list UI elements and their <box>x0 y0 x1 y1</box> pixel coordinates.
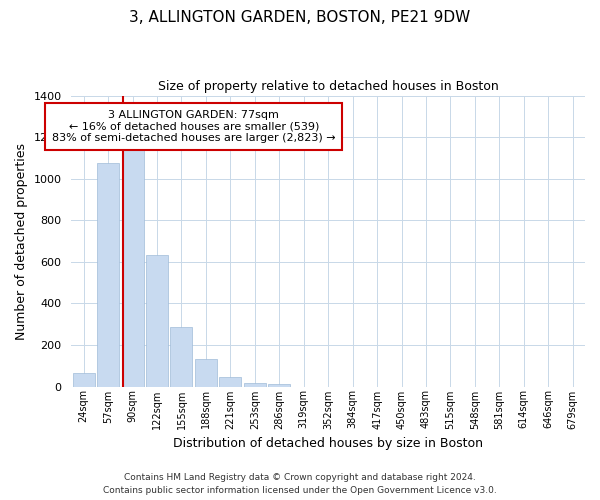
Bar <box>73 373 95 386</box>
Bar <box>195 360 217 386</box>
Bar <box>146 254 168 386</box>
Text: Contains HM Land Registry data © Crown copyright and database right 2024.
Contai: Contains HM Land Registry data © Crown c… <box>103 474 497 495</box>
Y-axis label: Number of detached properties: Number of detached properties <box>15 142 28 340</box>
Title: Size of property relative to detached houses in Boston: Size of property relative to detached ho… <box>158 80 499 93</box>
X-axis label: Distribution of detached houses by size in Boston: Distribution of detached houses by size … <box>173 437 483 450</box>
Bar <box>268 384 290 386</box>
Bar <box>220 376 241 386</box>
Bar <box>97 163 119 386</box>
Bar <box>244 383 266 386</box>
Bar <box>122 146 143 386</box>
Text: 3, ALLINGTON GARDEN, BOSTON, PE21 9DW: 3, ALLINGTON GARDEN, BOSTON, PE21 9DW <box>130 10 470 25</box>
Bar <box>170 328 193 386</box>
Text: 3 ALLINGTON GARDEN: 77sqm
← 16% of detached houses are smaller (539)
83% of semi: 3 ALLINGTON GARDEN: 77sqm ← 16% of detac… <box>52 110 335 144</box>
